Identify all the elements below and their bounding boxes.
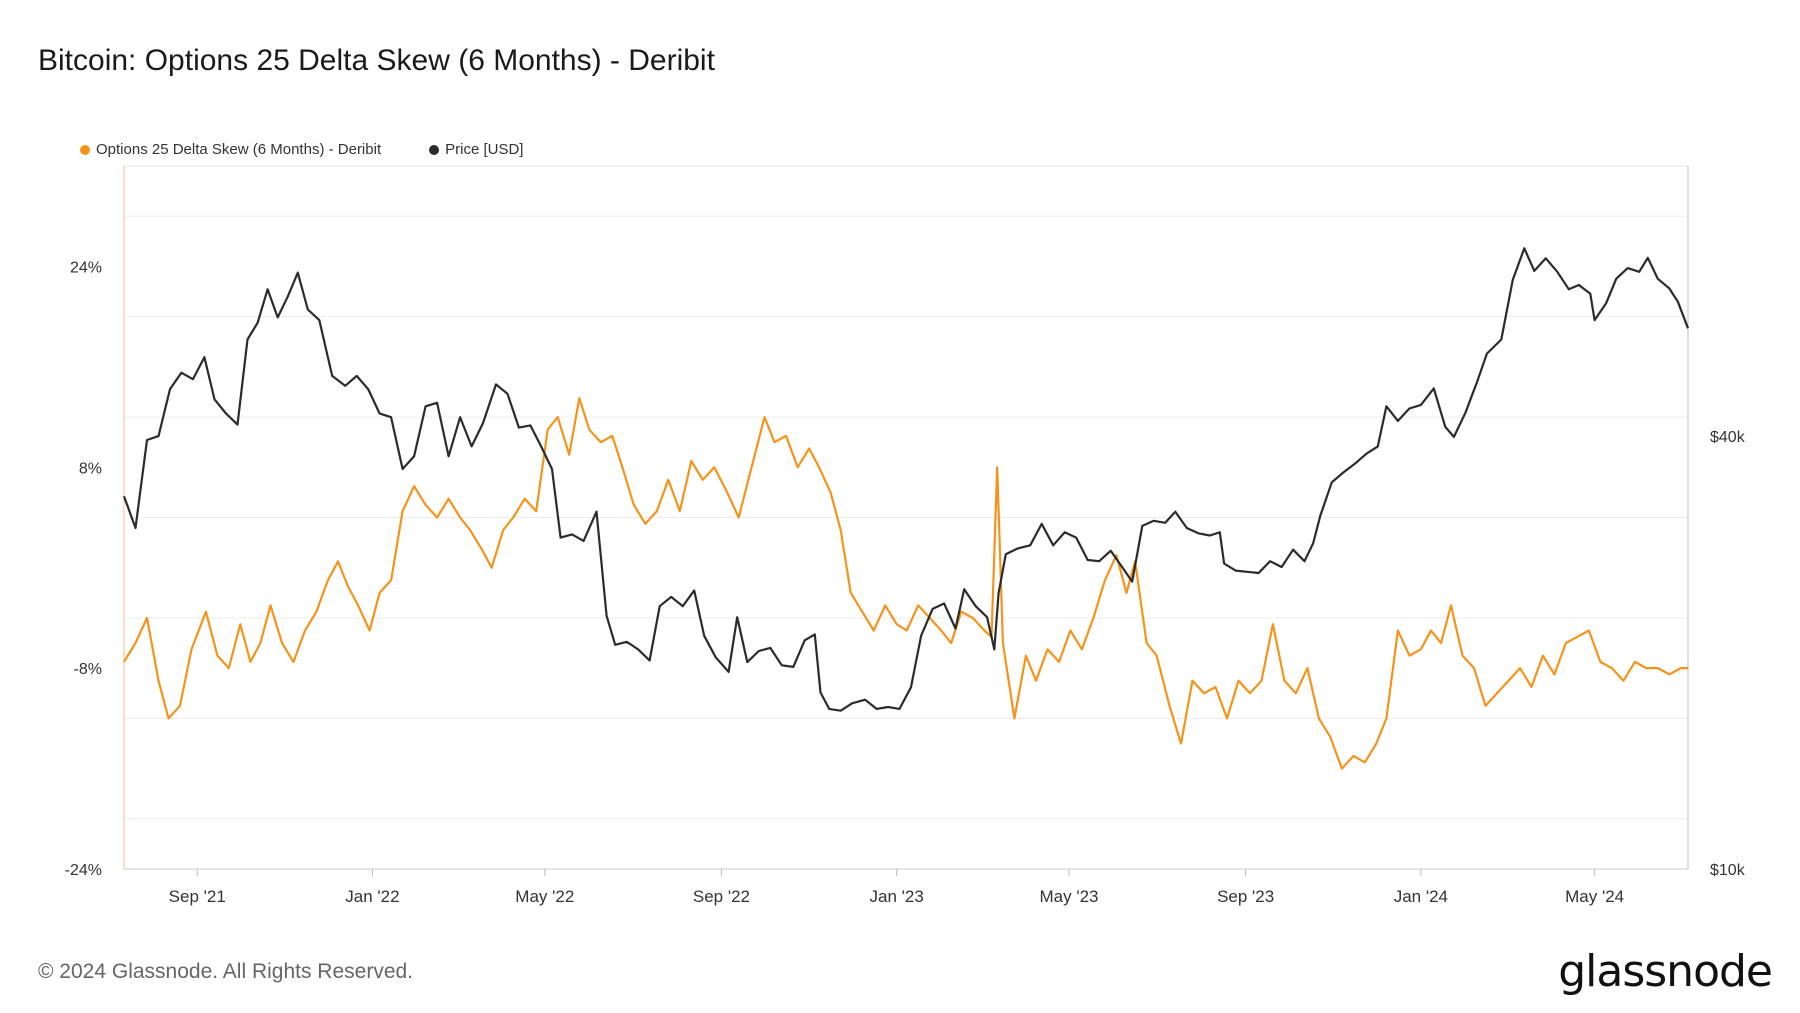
legend-item-price[interactable]: Price [USD] [429,141,523,158]
x-tick-label: Sep '21 [169,887,226,906]
legend-label-price: Price [USD] [445,141,524,158]
y-right-tick-label: $10k [1710,862,1746,879]
x-tick-label: May '24 [1565,887,1624,906]
x-tick-label: May '22 [515,887,574,906]
y-left-tick-label: 24% [70,259,102,276]
price-line [122,247,1690,712]
glassnode-logo: glassnode [1558,946,1773,997]
legend-dot-price [429,144,440,155]
x-tick-label: Sep '22 [693,887,750,906]
x-tick-label: Jan '24 [1394,887,1448,906]
x-tick-label: Jan '23 [870,887,924,906]
y-left-tick-label: -24% [65,862,102,879]
legend-item-skew[interactable]: Options 25 Delta Skew (6 Months) - Derib… [80,141,381,158]
skew-line [123,397,1688,770]
y-right-tick-label: $40k [1710,429,1746,446]
x-tick-label: May '23 [1040,887,1099,906]
chart-title: Bitcoin: Options 25 Delta Skew (6 Months… [38,44,715,77]
copyright-footer: © 2024 Glassnode. All Rights Reserved. [38,960,414,983]
x-tick-label: Sep '23 [1217,887,1274,906]
chart-legend: Options 25 Delta Skew (6 Months) - Derib… [80,141,523,158]
x-tick-label: Jan '22 [345,887,399,906]
legend-dot-skew [80,144,90,155]
y-left-tick-label: -8% [74,661,102,678]
legend-label-skew: Options 25 Delta Skew (6 Months) - Derib… [96,141,382,158]
y-left-tick-label: 8% [79,460,102,477]
